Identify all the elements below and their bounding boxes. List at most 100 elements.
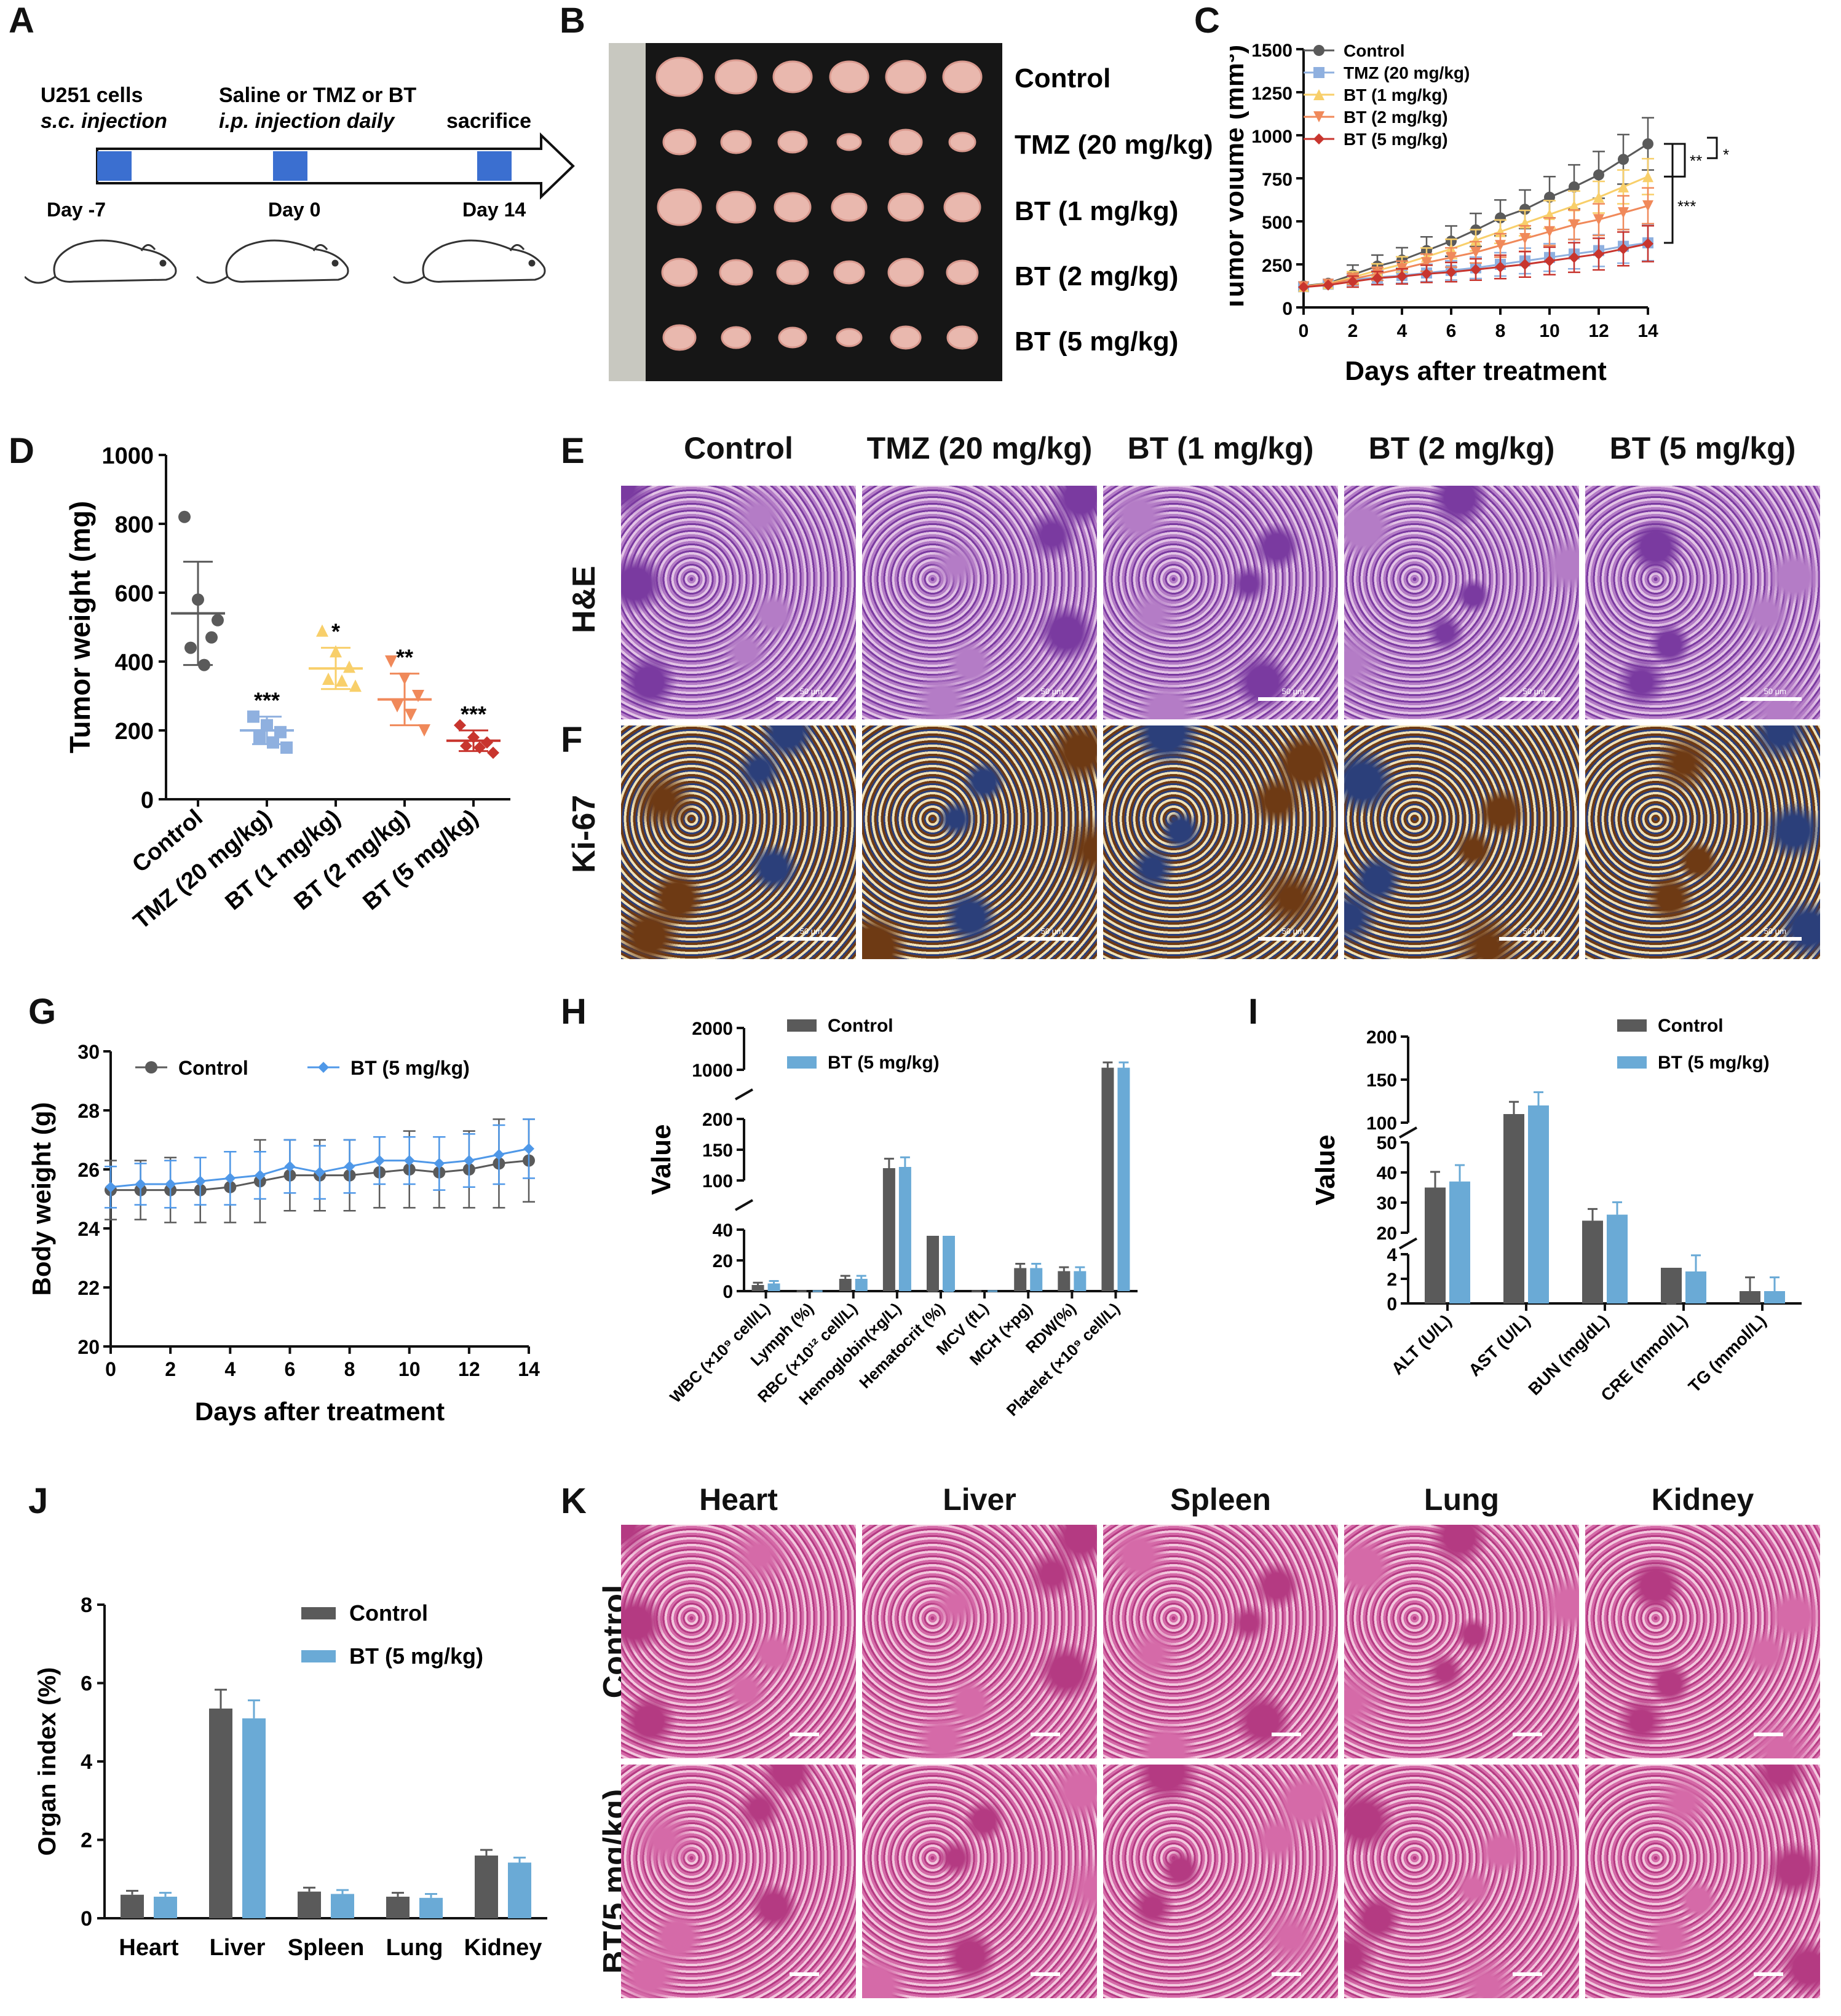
bar: [1074, 1271, 1087, 1291]
scale-bar-label: 50 μm: [799, 687, 822, 696]
y-tick-label: 0: [141, 788, 154, 813]
data-point: [1519, 233, 1530, 244]
legend-swatch: [787, 1056, 817, 1069]
organ-histology-image: [1585, 1765, 1820, 1998]
x-tick-label: 10: [398, 1358, 421, 1380]
x-tick-label: 14: [518, 1358, 540, 1380]
y-tick-label: 30: [77, 1041, 100, 1063]
day-label-2: Day 0: [268, 199, 320, 221]
data-point: [1544, 226, 1555, 237]
y-tick-label: 4: [1387, 1245, 1397, 1265]
step1-line2: s.c. injection: [41, 109, 167, 133]
ruler: [609, 43, 646, 381]
histology-image: 50 μm: [862, 486, 1097, 719]
bar: [1740, 1291, 1760, 1303]
scale-bar: [1017, 937, 1079, 941]
data-point: [212, 614, 224, 627]
significance-bracket: [1707, 136, 1718, 159]
tumor-sample: [716, 191, 756, 224]
data-point: [481, 736, 493, 749]
y-tick-label: 2000: [692, 1019, 733, 1039]
organ-histology-image: [1344, 1765, 1579, 1998]
y-tick-label: 150: [1366, 1070, 1397, 1091]
significance-label: **: [1690, 152, 1702, 170]
histology-image: 50 μm: [1585, 725, 1820, 959]
scale-bar: [790, 1733, 819, 1736]
y-axis-label: Tumor volume (mm³): [1230, 45, 1249, 312]
x-tick-label: 8: [1495, 321, 1506, 341]
y-tick-label: 100: [1366, 1113, 1397, 1134]
significance-bracket: [1664, 143, 1674, 244]
histology-image: 50 μm: [1344, 486, 1579, 719]
legend-label: Control: [349, 1600, 428, 1626]
panel-label-e: E: [561, 431, 585, 471]
data-point: [274, 725, 287, 738]
data-point: [1323, 279, 1334, 291]
scale-bar: [1031, 1733, 1060, 1736]
histology-column-label: Control: [684, 431, 793, 465]
scale-bar: [1740, 937, 1802, 941]
panel-label-a: A: [9, 1, 34, 41]
data-point: [1446, 266, 1457, 278]
y-axis-label: Tumor weight (mg): [64, 501, 96, 754]
data-point: [1372, 272, 1383, 284]
y-axis-label: Value: [646, 1125, 676, 1195]
x-tick-label: BT (5 mg/kg): [358, 805, 483, 915]
organ-histology-image: [1585, 1525, 1820, 1758]
bar: [1449, 1181, 1470, 1303]
day-label-3: Day 14: [462, 199, 526, 221]
legend-label: BT (5 mg/kg): [828, 1053, 940, 1073]
scale-bar: [790, 1972, 819, 1976]
histology-grid-tumor: Control TMZ (20 mg/kg) BT (1 mg/kg) BT (2 m…: [553, 424, 1839, 978]
scale-bar: [1754, 1972, 1783, 1976]
data-point: [523, 1143, 534, 1155]
data-point: [267, 736, 279, 749]
organ-histology-image: [621, 1765, 856, 1998]
histology-image: 50 μm: [1585, 486, 1820, 719]
data-point: [205, 631, 218, 644]
bar: [1607, 1214, 1628, 1303]
data-point: [105, 1181, 116, 1193]
histology-row-label: H&E: [566, 566, 602, 633]
legend-label: TMZ (20 mg/kg): [1344, 63, 1470, 82]
mouse-icon: [392, 239, 546, 284]
data-point: [1470, 264, 1481, 275]
data-point: [135, 1179, 146, 1190]
data-point: [1446, 251, 1457, 263]
tumor-sample: [772, 60, 813, 93]
y-axis-label: Organ index (%): [34, 1667, 61, 1856]
tumor-sample: [720, 130, 752, 154]
bar: [331, 1894, 354, 1918]
data-point: [1569, 200, 1580, 211]
data-point: [343, 660, 355, 673]
bar: [419, 1897, 443, 1918]
panel-label-b: B: [560, 1, 585, 41]
schematic-timeline: U251 cells s.c. injection Saline or TMZ …: [25, 84, 575, 284]
tumor-sample: [776, 259, 809, 285]
y-tick-label: 1000: [692, 1061, 733, 1081]
y-tick-label: 2: [81, 1829, 92, 1852]
y-tick-label: 20: [1377, 1223, 1397, 1244]
data-point: [184, 641, 197, 654]
tumor-sample: [943, 192, 981, 223]
tumor-sample: [721, 326, 751, 349]
tumor-sample: [836, 133, 862, 151]
mouse-icon: [25, 239, 177, 284]
bar: [767, 1283, 780, 1291]
tumor-sample: [833, 260, 865, 285]
scale-bar: [1740, 697, 1802, 701]
legend-label: BT (5 mg/kg): [350, 1057, 470, 1079]
legend-label: BT (2 mg/kg): [1344, 108, 1448, 127]
data-point: [1569, 219, 1580, 231]
data-point: [224, 1172, 236, 1184]
photo-row-label: BT (5 mg/kg): [1015, 326, 1178, 357]
chart-tumor-volume: 0 250 500 750 1000 1250 1500 0 2 4 6 8 10 12 14 Days af…: [1230, 41, 1729, 386]
mouse-icon: [196, 239, 349, 284]
tumor-sample: [836, 328, 863, 347]
x-tick-label: 0: [105, 1358, 116, 1380]
data-point: [1642, 200, 1653, 211]
tumor-sample: [657, 188, 702, 226]
data-point: [349, 679, 362, 692]
y-axis-label: Value: [1310, 1135, 1340, 1206]
